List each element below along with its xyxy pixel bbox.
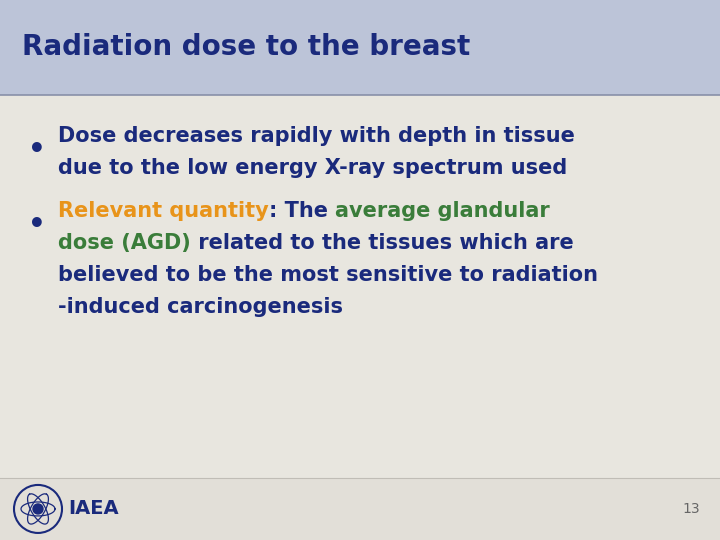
Text: believed to be the most sensitive to radiation: believed to be the most sensitive to rad…: [58, 265, 598, 285]
Text: 13: 13: [683, 502, 700, 516]
Text: -induced carcinogenesis: -induced carcinogenesis: [58, 297, 343, 317]
Text: due to the low energy X-ray spectrum used: due to the low energy X-ray spectrum use…: [58, 158, 567, 178]
Text: dose (AGD): dose (AGD): [58, 233, 191, 253]
Text: •: •: [28, 136, 46, 164]
Circle shape: [33, 504, 43, 514]
Text: IAEA: IAEA: [68, 500, 119, 518]
Text: related to the tissues which are: related to the tissues which are: [191, 233, 574, 253]
Text: : The: : The: [269, 201, 335, 221]
Bar: [0, 0, 720, 94]
Text: •: •: [28, 211, 46, 239]
Text: Relevant quantity: Relevant quantity: [58, 201, 269, 221]
Text: Radiation dose to the breast: Radiation dose to the breast: [22, 33, 470, 61]
Text: Dose decreases rapidly with depth in tissue: Dose decreases rapidly with depth in tis…: [58, 126, 575, 146]
Bar: [0, 478, 720, 540]
Text: average glandular: average glandular: [335, 201, 550, 221]
